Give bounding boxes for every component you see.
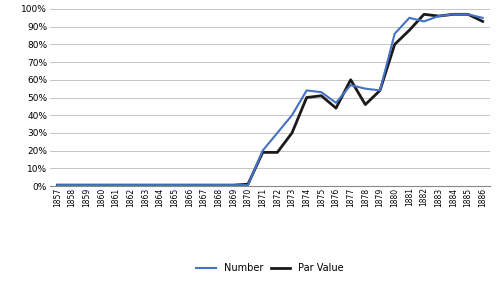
Legend: Number, Par Value: Number, Par Value (196, 263, 344, 273)
Number (84, 183, 89, 187)
Par Value (421, 13, 427, 16)
Number (333, 101, 339, 105)
Number (113, 183, 119, 187)
Par Value (274, 151, 280, 154)
Par Value (186, 183, 192, 187)
Number (480, 16, 486, 20)
Par Value (392, 43, 398, 46)
Number (348, 83, 354, 87)
Number (201, 183, 207, 187)
Number (142, 183, 148, 187)
Number (274, 131, 280, 135)
Par Value (69, 183, 75, 187)
Line: Par Value: Par Value (58, 14, 482, 185)
Number (362, 87, 368, 91)
Number (216, 183, 222, 187)
Number (98, 183, 104, 187)
Par Value (245, 182, 251, 186)
Number (289, 113, 295, 117)
Number (421, 20, 427, 23)
Par Value (54, 183, 60, 187)
Par Value (142, 183, 148, 187)
Par Value (260, 151, 266, 154)
Number (450, 13, 456, 16)
Par Value (436, 14, 442, 18)
Par Value (318, 94, 324, 98)
Number (157, 183, 163, 187)
Number (245, 183, 251, 187)
Number (128, 183, 134, 187)
Par Value (304, 96, 310, 99)
Par Value (216, 183, 222, 187)
Par Value (113, 183, 119, 187)
Par Value (201, 183, 207, 187)
Par Value (377, 88, 383, 92)
Number (260, 149, 266, 152)
Par Value (465, 13, 471, 16)
Line: Number: Number (58, 14, 482, 185)
Number (186, 183, 192, 187)
Number (172, 183, 177, 187)
Par Value (128, 183, 134, 187)
Number (54, 183, 60, 187)
Par Value (230, 183, 236, 187)
Number (436, 14, 442, 18)
Number (377, 88, 383, 92)
Number (465, 13, 471, 16)
Par Value (98, 183, 104, 187)
Par Value (172, 183, 177, 187)
Par Value (406, 28, 412, 32)
Par Value (84, 183, 89, 187)
Par Value (450, 13, 456, 16)
Number (230, 183, 236, 187)
Number (318, 90, 324, 94)
Number (304, 88, 310, 92)
Par Value (333, 106, 339, 110)
Par Value (362, 103, 368, 106)
Par Value (157, 183, 163, 187)
Par Value (348, 78, 354, 82)
Par Value (289, 131, 295, 135)
Par Value (480, 20, 486, 23)
Number (406, 16, 412, 20)
Number (69, 183, 75, 187)
Number (392, 32, 398, 36)
